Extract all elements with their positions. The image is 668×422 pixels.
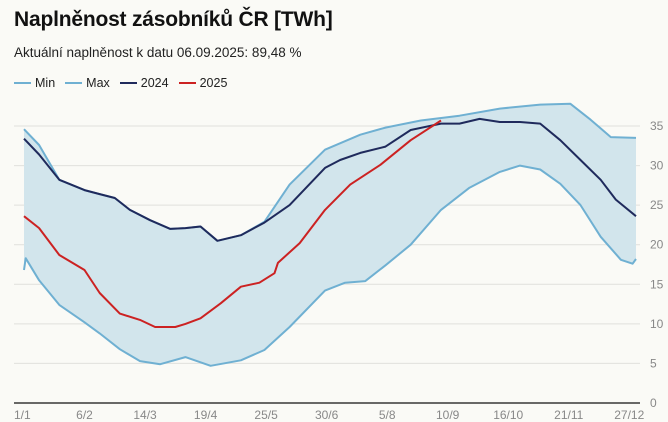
legend-item-min[interactable]: Min — [14, 76, 55, 90]
legend-swatch — [65, 81, 83, 85]
legend: Min Max 2024 2025 — [14, 76, 227, 90]
legend-label: Min — [35, 76, 56, 90]
legend-item-2024[interactable]: 2024 — [119, 76, 169, 90]
y-tick-label: 35 — [650, 119, 664, 133]
chart-subtitle: Aktuální naplněnost k datu 06.09.2025: 8… — [14, 45, 302, 60]
min-max-band — [24, 103, 636, 366]
x-tick-label: 16/10 — [493, 408, 523, 422]
x-tick-label: 14/3 — [133, 408, 157, 422]
legend-item-2025[interactable]: 2025 — [178, 76, 228, 90]
y-tick-label: 30 — [650, 159, 664, 173]
series-line-2024 — [23, 117, 637, 242]
legend-label: Max — [86, 76, 110, 90]
series-line-min — [23, 164, 637, 367]
x-tick-label: 1/1 — [14, 408, 31, 422]
legend-swatch — [14, 81, 31, 85]
legend-swatch — [119, 81, 137, 85]
series-line-2025 — [23, 119, 442, 328]
x-tick-label: 30/6 — [315, 408, 339, 422]
y-tick-label: 0 — [650, 396, 657, 410]
legend-swatch — [178, 81, 196, 85]
legend-label: 2024 — [140, 76, 169, 90]
legend-label: 2025 — [199, 76, 228, 90]
x-tick-label: 19/4 — [194, 408, 218, 422]
y-tick-label: 10 — [650, 317, 664, 331]
x-tick-label: 10/9 — [436, 408, 460, 422]
x-tick-label: 6/2 — [76, 408, 93, 422]
x-tick-label: 21/11 — [554, 408, 583, 422]
x-tick-label: 25/5 — [254, 408, 278, 422]
y-tick-label: 25 — [650, 198, 664, 212]
y-tick-label: 5 — [650, 356, 657, 370]
x-tick-label: 5/8 — [379, 408, 396, 422]
legend-item-max[interactable]: Max — [65, 76, 110, 90]
chart-title: Naplněnost zásobníků ČR [TWh] — [14, 8, 333, 31]
y-tick-label: 15 — [650, 277, 664, 291]
y-tick-label: 20 — [650, 238, 664, 252]
x-tick-label: 27/12 — [614, 408, 644, 422]
